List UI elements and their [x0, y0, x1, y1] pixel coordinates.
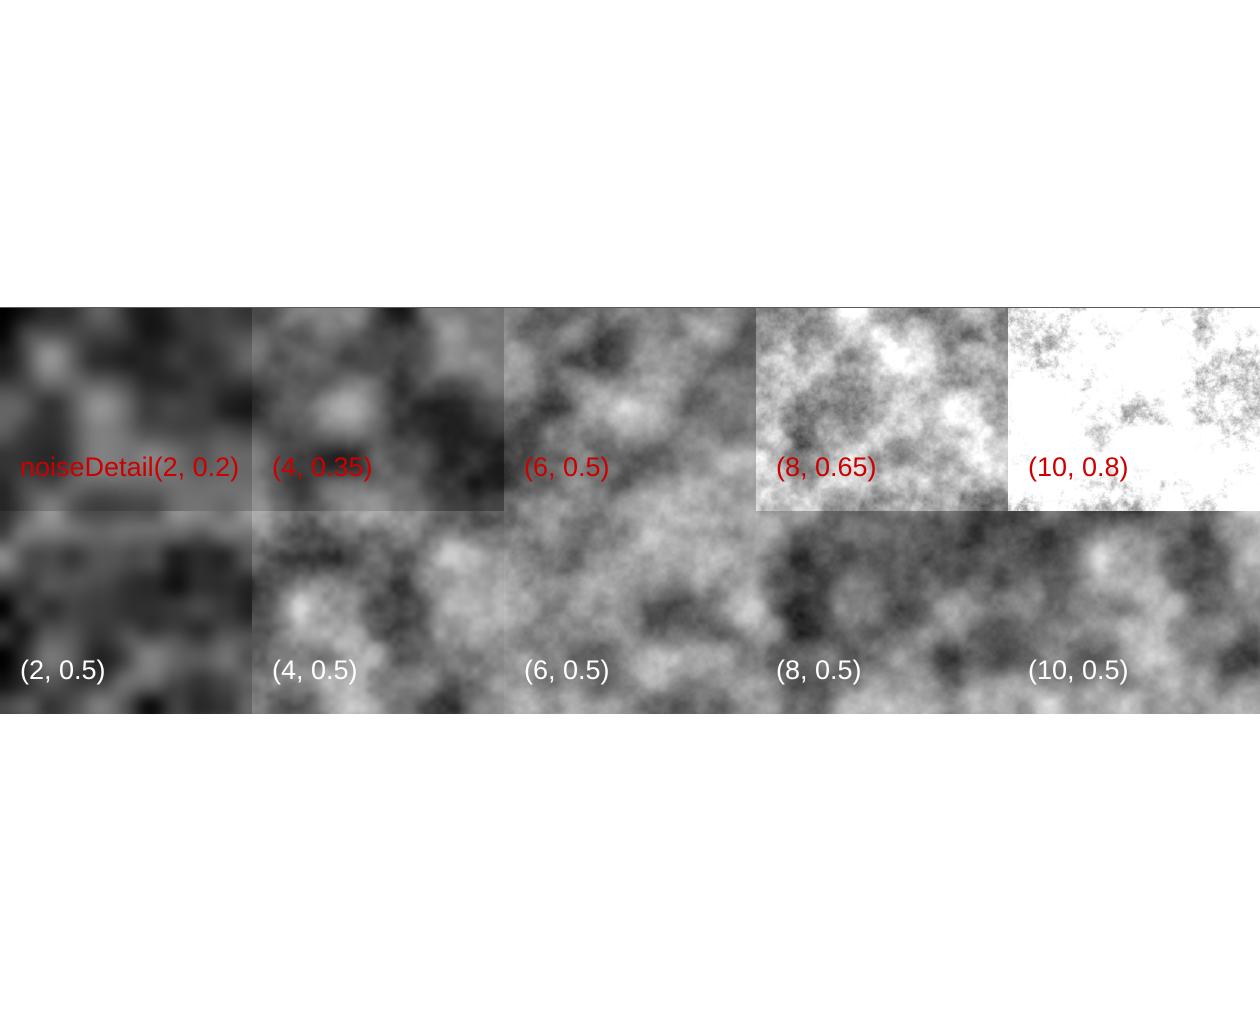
noise-canvas [252, 308, 504, 511]
noise-tile: (6, 0.5) [504, 511, 756, 714]
noise-canvas [1008, 308, 1260, 511]
noise-canvas [252, 511, 504, 714]
noise-tile: (4, 0.35) [252, 308, 504, 511]
top-row: noiseDetail(2, 0.2) (4, 0.35) (6, 0.5) (… [0, 308, 1260, 511]
noise-tile: (10, 0.8) [1008, 308, 1260, 511]
noise-tile: noiseDetail(2, 0.2) [0, 308, 252, 511]
noise-detail-grid: noiseDetail(2, 0.2) (4, 0.35) (6, 0.5) (… [0, 308, 1260, 714]
tile-label: (2, 0.5) [20, 655, 106, 685]
tile-label: noiseDetail(2, 0.2) [20, 452, 240, 482]
noise-canvas [0, 308, 252, 511]
tile-label: (6, 0.5) [524, 655, 610, 685]
top-border-line [0, 307, 1260, 308]
tile-label: (6, 0.5) [524, 452, 610, 482]
noise-tile: (8, 0.65) [756, 308, 1008, 511]
tile-label: (10, 0.5) [1028, 655, 1129, 685]
noise-tile: (6, 0.5) [504, 308, 756, 511]
tile-label: (4, 0.35) [272, 452, 373, 482]
bottom-row: (2, 0.5) (4, 0.5) (6, 0.5) (8, 0.5) (10,… [0, 511, 1260, 714]
tile-label: (10, 0.8) [1028, 452, 1129, 482]
noise-canvas [0, 511, 252, 714]
noise-tile: (10, 0.5) [1008, 511, 1260, 714]
noise-canvas [756, 308, 1008, 511]
tile-label: (8, 0.5) [776, 655, 862, 685]
tile-label: (8, 0.65) [776, 452, 877, 482]
noise-canvas [1008, 511, 1260, 714]
noise-canvas [504, 308, 756, 511]
noise-canvas [504, 511, 756, 714]
noise-tile: (4, 0.5) [252, 511, 504, 714]
noise-tile: (2, 0.5) [0, 511, 252, 714]
tile-label: (4, 0.5) [272, 655, 358, 685]
noise-canvas [756, 511, 1008, 714]
noise-tile: (8, 0.5) [756, 511, 1008, 714]
